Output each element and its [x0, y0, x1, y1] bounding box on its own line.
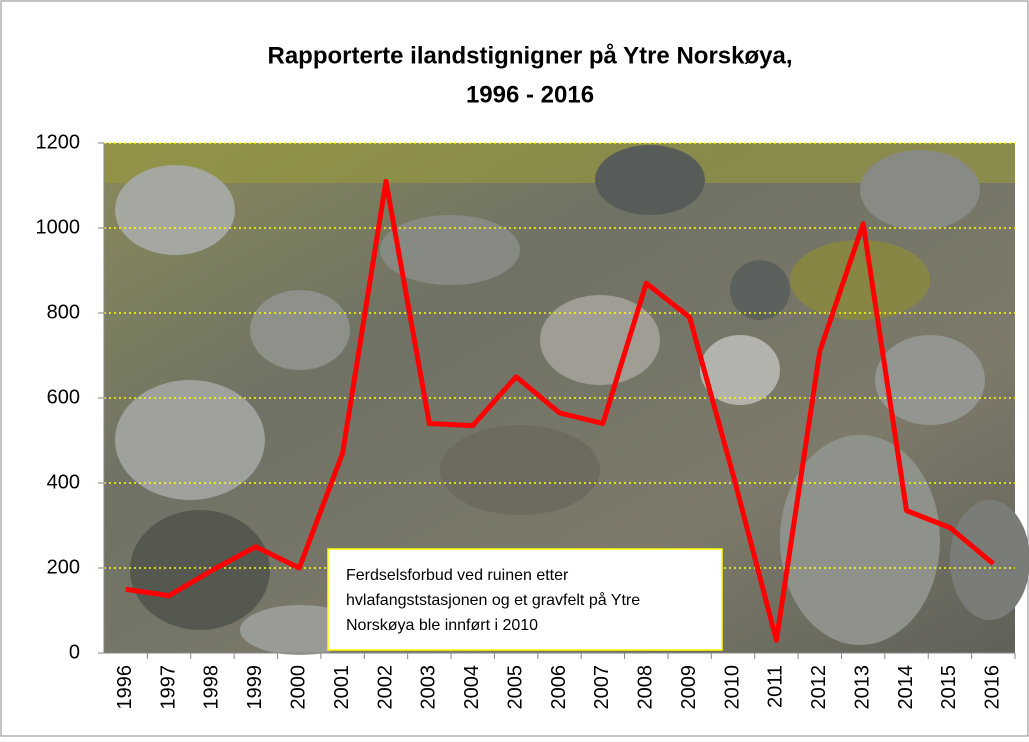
- y-tick-label: 0: [69, 641, 80, 663]
- x-tick-label: 1999: [244, 665, 266, 710]
- data-line: [125, 178, 995, 643]
- x-tick-label: 2015: [938, 665, 960, 710]
- x-tick-label: 2007: [591, 665, 613, 710]
- x-tick-label: 1998: [201, 665, 223, 710]
- x-tick-label: 2009: [678, 665, 700, 710]
- x-tick-label: 2014: [895, 665, 917, 710]
- annotation: Norskøya ble innført i 2010: [346, 617, 538, 634]
- x-tick-label: 2004: [461, 665, 483, 710]
- y-tick-label: 1200: [36, 131, 81, 153]
- x-tick-label: 1997: [157, 665, 179, 710]
- y-tick-label: 200: [47, 556, 80, 578]
- x-tick-label: 2010: [721, 665, 743, 710]
- x-tick-label: 2001: [331, 665, 353, 710]
- annotation-box: [327, 548, 723, 651]
- x-tick-label: 2006: [548, 665, 570, 710]
- chart-title: Rapporterte ilandstignigner på Ytre Nors…: [267, 42, 792, 69]
- y-tick-label: 800: [47, 301, 80, 323]
- x-tick-label: 2000: [287, 665, 309, 710]
- y-tick-label: 1000: [36, 216, 81, 238]
- annotation: Ferdselsforbud ved ruinen etter: [346, 567, 569, 584]
- x-tick-label: 2011: [765, 665, 787, 708]
- x-tick-label: 2016: [982, 665, 1004, 710]
- annotation: hvlafangststasjonen og et gravfelt på Yt…: [346, 591, 640, 609]
- x-tick-label: 2002: [374, 665, 396, 710]
- y-tick-label: 400: [47, 471, 80, 493]
- x-tick-label: 2012: [808, 665, 830, 710]
- y-tick-label: 600: [47, 386, 80, 408]
- x-tick-label: 2003: [418, 665, 440, 710]
- chart-title: 1996 - 2016: [466, 81, 594, 108]
- x-tick-label: 2005: [504, 665, 526, 710]
- x-tick-label: 2013: [851, 665, 873, 710]
- x-tick-label: 1996: [114, 665, 136, 710]
- x-tick-label: 2008: [635, 665, 657, 710]
